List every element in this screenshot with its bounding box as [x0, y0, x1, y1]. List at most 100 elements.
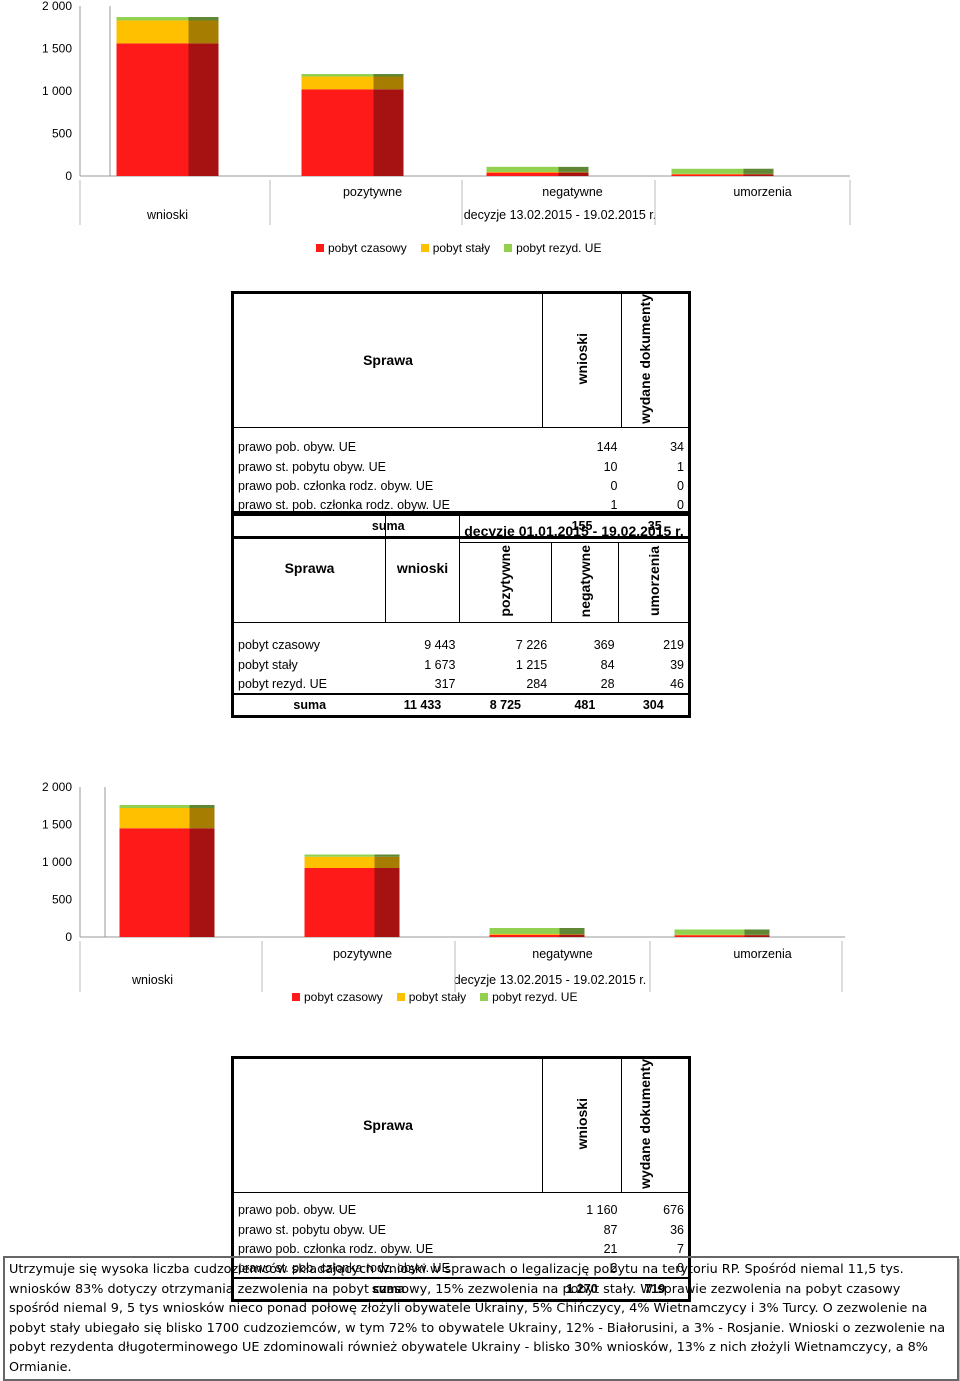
bar-segment-2 — [675, 930, 745, 935]
bar-segment-1 — [120, 808, 190, 828]
header-wydane-label: wydane dokumenty — [637, 294, 673, 424]
row-label: prawo st. pobytu obyw. UE — [233, 1220, 543, 1240]
bar-segment-1 — [672, 174, 744, 175]
bar-side-1 — [189, 20, 219, 43]
row-negatywne: 369 — [551, 636, 618, 656]
bar-segment-0 — [305, 868, 375, 937]
row-wydane: 34 — [622, 437, 690, 457]
row-wnioski: 1 160 — [543, 1200, 622, 1220]
bar-segment-1 — [117, 20, 189, 43]
category-group-label: decyzje 13.02.2015 - 19.02.2015 r. — [454, 973, 647, 987]
bar-side-0 — [744, 174, 774, 176]
legend-item-rezyd: pobyt rezyd. UE — [504, 241, 601, 255]
row-pozytywne: 1 215 — [460, 655, 552, 675]
y-tick-label: 500 — [52, 893, 72, 907]
bar-side-1 — [560, 934, 585, 935]
y-tick-label: 1 500 — [42, 42, 72, 56]
legend-swatch-czasowy — [292, 993, 300, 1001]
legend-label: pobyt rezyd. UE — [516, 241, 601, 255]
row-pozytywne: 284 — [460, 675, 552, 695]
row-wnioski: 317 — [386, 675, 460, 695]
bar-side-1 — [375, 857, 400, 868]
sum-pozytywne: 8 725 — [460, 694, 552, 717]
row-wydane: 676 — [622, 1200, 690, 1220]
bar-segment-0 — [117, 43, 189, 176]
decisions-table: Sprawa wnioski decyzje 01.01.2015 - 19.0… — [231, 511, 691, 718]
bar-side-0 — [560, 935, 585, 937]
sum-negatywne: 481 — [551, 694, 618, 717]
row-label: prawo pob. obyw. UE — [233, 1200, 543, 1220]
bar-side-2 — [560, 928, 585, 934]
bar-side-0 — [375, 868, 400, 937]
bar-segment-2 — [487, 167, 559, 172]
bar-segment-2 — [120, 805, 190, 808]
y-tick-label: 2 000 — [42, 780, 72, 794]
legend-label: pobyt stały — [433, 241, 490, 255]
row-label: prawo pob. członka rodz. obyw. UE — [233, 476, 543, 496]
header-wnioski: wnioski — [543, 1058, 622, 1193]
header-umorzenia-label: umorzenia — [646, 546, 662, 616]
bar-side-0 — [559, 173, 589, 176]
row-umorzenia: 46 — [619, 675, 690, 695]
bar-side-2 — [189, 17, 219, 20]
header-sprawa: Sprawa — [233, 513, 386, 623]
category-group-label: decyzje 13.02.2015 - 19.02.2015 r. — [464, 208, 657, 222]
row-label: prawo pob. obyw. UE — [233, 437, 543, 457]
category-label: wnioski — [146, 208, 188, 222]
row-wnioski: 87 — [543, 1220, 622, 1240]
legend-label: pobyt czasowy — [328, 241, 407, 255]
header-negatywne: negatywne — [551, 543, 618, 623]
spacer-row — [233, 623, 690, 636]
row-label: pobyt stały — [233, 655, 386, 675]
chart-1-legend: pobyt czasowy pobyt stały pobyt rezyd. U… — [316, 241, 601, 255]
legend-swatch-staly — [421, 244, 429, 252]
legend-label: pobyt stały — [409, 990, 466, 1004]
y-tick-label: 2 000 — [42, 0, 72, 13]
header-group-decyzje: decyzje 01.01.2015 - 19.02.2015 r. — [460, 513, 690, 543]
legend-item-czasowy: pobyt czasowy — [316, 241, 407, 255]
row-negatywne: 28 — [551, 675, 618, 695]
bar-side-0 — [189, 43, 219, 176]
bar-side-2 — [374, 74, 404, 77]
header-wydane: wydane dokumenty — [622, 293, 690, 428]
category-label: umorzenia — [733, 947, 791, 961]
y-tick-label: 500 — [52, 127, 72, 141]
category-label: wnioski — [131, 973, 173, 987]
bar-side-2 — [559, 167, 589, 172]
bar-segment-0 — [487, 173, 559, 176]
category-label: umorzenia — [733, 185, 791, 199]
bar-segment-1 — [490, 934, 560, 935]
header-wydane-label: wydane dokumenty — [637, 1059, 673, 1189]
header-wnioski-label: wnioski — [574, 1098, 590, 1149]
y-tick-label: 1 500 — [42, 818, 72, 832]
category-label: negatywne — [542, 185, 603, 199]
spacer-row — [233, 1192, 690, 1200]
y-tick-label: 0 — [65, 930, 72, 944]
bar-segment-0 — [490, 935, 560, 937]
header-sprawa: Sprawa — [233, 1058, 543, 1193]
bar-segment-1 — [302, 77, 374, 90]
bar-segment-2 — [490, 928, 560, 934]
header-wnioski: wnioski — [386, 513, 460, 623]
row-wydane: 0 — [622, 476, 690, 496]
sum-label: suma — [233, 694, 386, 717]
bar-segment-1 — [305, 857, 375, 868]
bar-segment-2 — [305, 855, 375, 857]
chart-2-legend: pobyt czasowy pobyt stały pobyt rezyd. U… — [292, 990, 577, 1004]
header-negatywne-label: negatywne — [577, 545, 593, 617]
category-label: negatywne — [532, 947, 593, 961]
header-umorzenia: umorzenia — [619, 543, 690, 623]
bar-segment-2 — [117, 17, 189, 20]
row-wnioski: 9 443 — [386, 636, 460, 656]
header-wnioski: wnioski — [543, 293, 622, 428]
